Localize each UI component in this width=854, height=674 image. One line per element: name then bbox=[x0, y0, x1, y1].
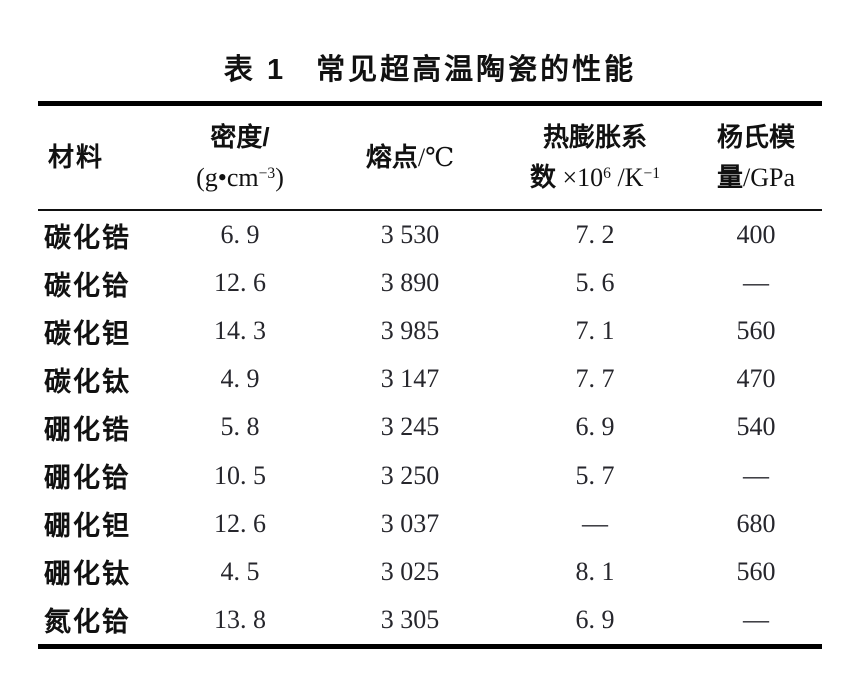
header-density-unit: (g•cm−3) bbox=[160, 158, 320, 198]
header-melting-point: 熔点/℃ bbox=[320, 137, 500, 178]
density-unit-post: ) bbox=[275, 162, 284, 192]
density-unit-pre: (g•cm bbox=[196, 162, 259, 192]
header-youngs-line1: 杨氏模 bbox=[716, 121, 795, 152]
thermal-expansion-per-kelvin: /K bbox=[610, 163, 644, 192]
cell-youngs-modulus: — bbox=[743, 604, 769, 634]
cell-density: 5. 8 bbox=[220, 412, 260, 442]
table-title: 表 1 常见超高温陶瓷的性能 bbox=[38, 46, 822, 88]
header-density: 密度/ (g•cm−3) bbox=[160, 117, 320, 198]
table-row-zirconium-carbide: 碳化锆 6. 9 3 530 7. 2 400 bbox=[38, 211, 822, 259]
cell-material: 硼化铪 bbox=[44, 463, 131, 494]
cell-youngs-modulus: 540 bbox=[736, 412, 776, 442]
cell-density: 6. 9 bbox=[220, 220, 260, 250]
cell-material: 碳化锆 bbox=[44, 222, 131, 253]
cell-melting-point: 3 985 bbox=[380, 316, 440, 346]
thermal-expansion-label-cont: 数 bbox=[529, 162, 556, 192]
cell-melting-point: 3 530 bbox=[380, 220, 440, 250]
cell-density: 10. 5 bbox=[214, 460, 266, 490]
cell-thermal-expansion: 6. 9 bbox=[575, 412, 615, 442]
melting-point-label: 熔点 bbox=[365, 141, 418, 172]
cell-melting-point: 3 025 bbox=[380, 556, 440, 586]
cell-youngs-modulus: 560 bbox=[736, 316, 776, 346]
table-title-text: 常见超高温陶瓷的性能 bbox=[316, 54, 637, 86]
cell-material: 硼化钽 bbox=[44, 511, 131, 542]
table-row-titanium-carbide: 碳化钛 4. 9 3 147 7. 7 470 bbox=[38, 355, 822, 403]
cell-material: 碳化铪 bbox=[44, 270, 131, 301]
youngs-unit: /GPa bbox=[743, 163, 795, 192]
table-body: 碳化锆 6. 9 3 530 7. 2 400 碳化铪 12. 6 3 890 … bbox=[38, 211, 822, 644]
table-row-titanium-boride: 硼化钛 4. 5 3 025 8. 1 560 bbox=[38, 548, 822, 596]
table-row-hafnium-nitride: 氮化铪 13. 8 3 305 6. 9 — bbox=[38, 596, 822, 644]
ceramics-properties-table: 材料 密度/ (g•cm−3) 熔点/℃ 热膨胀系 数 ×106 /K−1 杨氏… bbox=[38, 101, 822, 649]
cell-thermal-expansion: 6. 9 bbox=[575, 604, 615, 634]
cell-thermal-expansion: 7. 2 bbox=[575, 220, 615, 250]
cell-density: 14. 3 bbox=[214, 316, 266, 346]
cell-density: 4. 5 bbox=[220, 556, 260, 586]
kelvin-exponent: −1 bbox=[643, 165, 661, 182]
header-thermal-expansion-line2: 数 ×106 /K−1 bbox=[500, 157, 690, 198]
table-row-tantalum-carbide: 碳化钽 14. 3 3 985 7. 1 560 bbox=[38, 307, 822, 355]
cell-density: 12. 6 bbox=[214, 508, 266, 538]
table-number-label: 表 1 bbox=[223, 54, 287, 86]
cell-material: 硼化锆 bbox=[44, 414, 131, 445]
cell-youngs-modulus: — bbox=[743, 268, 769, 298]
cell-thermal-expansion: 7. 1 bbox=[575, 316, 615, 346]
cell-melting-point: 3 305 bbox=[380, 604, 440, 634]
cell-melting-point: 3 147 bbox=[380, 364, 440, 394]
cell-density: 12. 6 bbox=[214, 268, 266, 298]
thermal-expansion-exponent: 6 bbox=[603, 165, 611, 182]
cell-melting-point: 3 037 bbox=[380, 508, 440, 538]
table-row-hafnium-boride: 硼化铪 10. 5 3 250 5. 7 — bbox=[38, 451, 822, 499]
cell-youngs-modulus: — bbox=[743, 460, 769, 490]
melting-point-unit: /℃ bbox=[417, 142, 455, 172]
thermal-expansion-times: ×10 bbox=[555, 163, 604, 192]
header-density-line1: 密度/ bbox=[210, 122, 270, 153]
cell-thermal-expansion: 8. 1 bbox=[575, 556, 615, 586]
cell-youngs-modulus: 470 bbox=[736, 364, 776, 394]
cell-density: 13. 8 bbox=[214, 604, 266, 634]
header-youngs-line2: 量/GPa bbox=[690, 157, 822, 198]
cell-melting-point: 3 250 bbox=[380, 460, 440, 490]
cell-youngs-modulus: 400 bbox=[736, 220, 776, 250]
cell-material: 碳化钛 bbox=[44, 366, 131, 397]
cell-melting-point: 3 890 bbox=[380, 268, 440, 298]
header-youngs-modulus: 杨氏模 量/GPa bbox=[690, 117, 822, 199]
cell-thermal-expansion: 5. 7 bbox=[575, 460, 615, 490]
table-header-row: 材料 密度/ (g•cm−3) 熔点/℃ 热膨胀系 数 ×106 /K−1 杨氏… bbox=[38, 106, 822, 211]
table-row-zirconium-boride: 硼化锆 5. 8 3 245 6. 9 540 bbox=[38, 403, 822, 451]
header-thermal-expansion: 热膨胀系 数 ×106 /K−1 bbox=[500, 117, 690, 199]
cell-youngs-modulus: 560 bbox=[736, 556, 776, 586]
header-material: 材料 bbox=[48, 142, 105, 173]
cell-thermal-expansion: — bbox=[582, 508, 608, 538]
cell-material: 硼化钛 bbox=[44, 559, 131, 590]
density-unit-exponent: −3 bbox=[258, 164, 276, 182]
cell-material: 碳化钽 bbox=[44, 318, 131, 349]
cell-thermal-expansion: 7. 7 bbox=[575, 364, 615, 394]
cell-material: 氮化铪 bbox=[44, 607, 131, 638]
cell-density: 4. 9 bbox=[220, 364, 260, 394]
cell-melting-point: 3 245 bbox=[380, 412, 440, 442]
table-row-tantalum-boride: 硼化钽 12. 6 3 037 — 680 bbox=[38, 500, 822, 548]
header-thermal-expansion-line1: 热膨胀系 bbox=[542, 121, 647, 152]
cell-youngs-modulus: 680 bbox=[736, 508, 776, 538]
table-row-hafnium-carbide: 碳化铪 12. 6 3 890 5. 6 — bbox=[38, 259, 822, 307]
cell-thermal-expansion: 5. 6 bbox=[575, 268, 615, 298]
youngs-label-cont: 量 bbox=[716, 162, 743, 192]
